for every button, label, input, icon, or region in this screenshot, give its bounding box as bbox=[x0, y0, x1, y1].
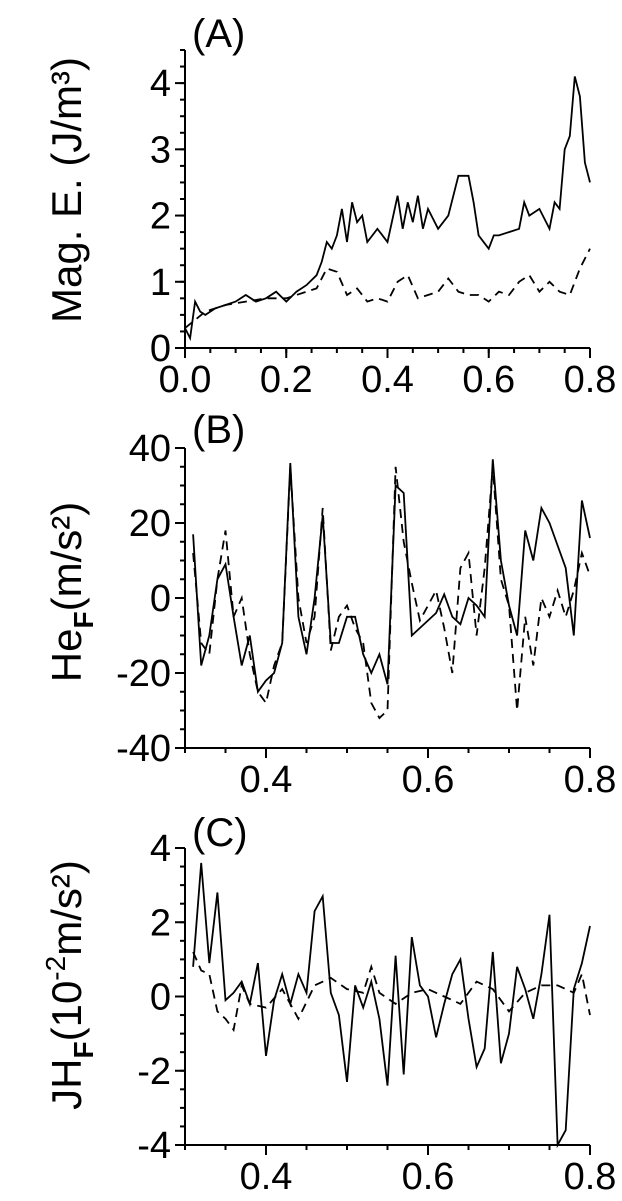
solid-series-line-b bbox=[192, 459, 591, 695]
y-axis-label-a: Mag. E. (J/m³) bbox=[43, 57, 90, 323]
panel-label-b: (B) bbox=[192, 408, 245, 452]
y-tick-label-b: -40 bbox=[116, 728, 171, 770]
y-tick-label-a: 4 bbox=[150, 63, 171, 105]
y-axis-label-c-unit-exp: -2 bbox=[40, 956, 71, 981]
y-axis-label-b-main: He bbox=[43, 629, 90, 683]
axes-a: 0.0 0.2 0.4 0.6 0.8 0 1 2 3 4 bbox=[150, 49, 617, 401]
dashed-series-line-b bbox=[192, 466, 591, 720]
y-axis-label-b-unit: (m/s²) bbox=[43, 502, 90, 612]
y-axis-label-b: HeF(m/s²) bbox=[43, 502, 99, 682]
y-axis-label-c-main: JH bbox=[43, 1059, 90, 1110]
y-axis-label-c-unit-pre: (10 bbox=[43, 981, 90, 1042]
solid-series-line-a bbox=[184, 76, 591, 342]
y-tick-label-b: -20 bbox=[116, 653, 171, 695]
x-tick-label-b: 0.6 bbox=[402, 759, 455, 801]
x-tick-label-b: 0.4 bbox=[240, 759, 293, 801]
panel-label-c: (C) bbox=[192, 811, 248, 855]
y-tick-label-c: 0 bbox=[150, 977, 171, 1019]
y-axis-label-c-sub: F bbox=[68, 1041, 99, 1058]
y-tick-label-a: 2 bbox=[150, 196, 171, 238]
x-tick-label-c: 0.6 bbox=[402, 1156, 455, 1198]
panel-label-a: (A) bbox=[192, 12, 245, 56]
x-tick-label-a: 0.2 bbox=[260, 359, 313, 401]
x-tick-label-c: 0.8 bbox=[564, 1156, 617, 1198]
panel-a: (A) Mag. E. (J/m³) 0.0 0.2 0.4 0.6 0.8 0 1 2 3 4 bbox=[43, 12, 616, 401]
x-tick-label-a: 0.8 bbox=[564, 359, 617, 401]
panel-b: (B) HeF(m/s²) 0.4 0.6 0.8 -40 -20 0 20 40 bbox=[43, 408, 616, 801]
y-tick-label-c: -4 bbox=[137, 1125, 171, 1167]
y-tick-label-b: 0 bbox=[150, 578, 171, 620]
y-tick-label-b: 40 bbox=[129, 428, 171, 470]
dashed-series-line-a bbox=[184, 248, 591, 329]
y-axis-label-b-sub: F bbox=[68, 611, 99, 628]
y-tick-label-a: 3 bbox=[150, 129, 171, 171]
y-tick-label-a: 1 bbox=[150, 262, 171, 304]
y-axis-label-c: JHF(10-2m/s²) bbox=[40, 860, 99, 1110]
y-tick-label-c: 4 bbox=[150, 828, 171, 870]
x-tick-label-a: 0.4 bbox=[361, 359, 414, 401]
y-axis-label-c-unit-post: m/s²) bbox=[43, 860, 90, 956]
solid-series-line-c bbox=[192, 862, 591, 1149]
x-tick-label-c: 0.4 bbox=[240, 1156, 293, 1198]
y-tick-label-c: -2 bbox=[137, 1051, 171, 1093]
axes-b: 0.4 0.6 0.8 -40 -20 0 20 40 bbox=[116, 428, 616, 801]
y-tick-label-b: 20 bbox=[129, 503, 171, 545]
y-tick-label-c: 2 bbox=[150, 902, 171, 944]
x-tick-label-b: 0.8 bbox=[564, 759, 617, 801]
dashed-series-line-c bbox=[192, 951, 591, 1033]
y-tick-label-a: 0 bbox=[150, 328, 171, 370]
x-tick-label-a: 0.0 bbox=[159, 359, 212, 401]
x-tick-label-a: 0.6 bbox=[462, 359, 515, 401]
axes-c: 0.4 0.6 0.8 -4 -2 0 2 4 bbox=[137, 828, 616, 1198]
